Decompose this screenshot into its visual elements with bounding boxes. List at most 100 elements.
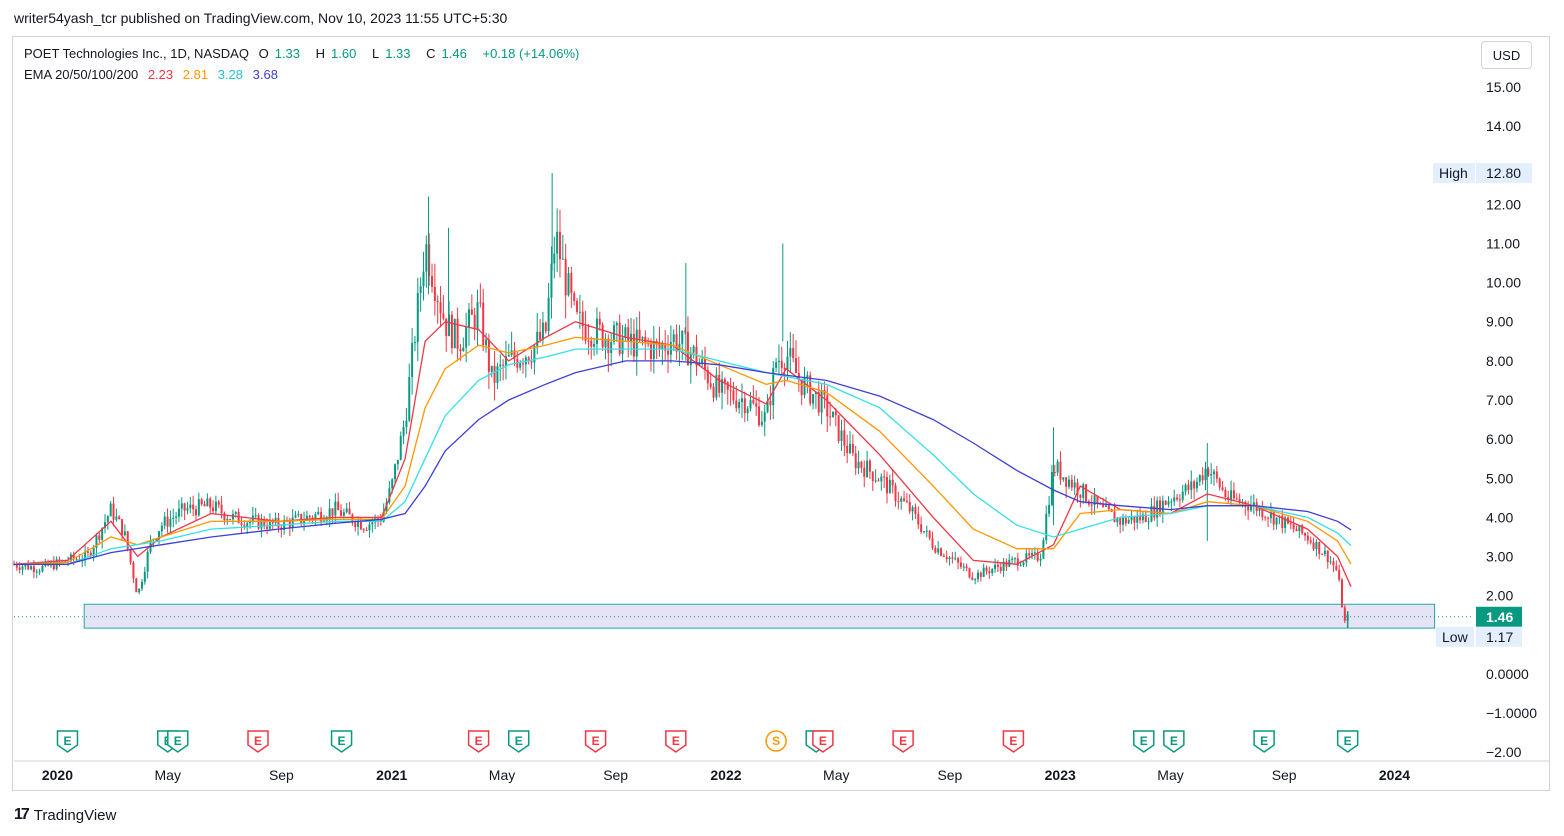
candle-body (837, 415, 840, 442)
candle-body (183, 503, 186, 511)
candle-body (1113, 511, 1116, 523)
candle-body (962, 566, 965, 568)
split-marker-icon (765, 730, 787, 752)
candle-body (1028, 553, 1031, 556)
x-tick-label: Sep (269, 767, 294, 783)
candle-body (729, 389, 732, 391)
candle-body (931, 538, 934, 548)
y-tick-label: 5.00 (1486, 470, 1513, 486)
candle-body (212, 507, 215, 512)
candle-body (675, 334, 678, 352)
candle-body (1178, 499, 1181, 501)
candle-body (593, 344, 596, 347)
candle-body (1184, 484, 1187, 492)
candle-body (32, 566, 35, 573)
candle-body (974, 579, 977, 581)
symbol-name[interactable]: POET Technologies Inc., 1D, NASDAQ (24, 46, 249, 61)
candle-body (547, 297, 550, 332)
candle-body (243, 525, 246, 528)
candle-body (303, 520, 306, 524)
candle-body (701, 358, 704, 364)
chart-frame[interactable] (12, 36, 1550, 791)
candle-body (237, 512, 240, 524)
candle-body (408, 376, 411, 421)
earnings-marker-icon (56, 730, 79, 753)
candle-body (1116, 518, 1119, 523)
candle-body (649, 344, 652, 359)
candle-body (522, 363, 525, 365)
candle-body (903, 498, 906, 501)
candle-body (840, 430, 843, 442)
candle-body (1031, 552, 1034, 556)
candle-body (561, 258, 564, 260)
candle-body (1133, 516, 1136, 523)
candle-body (396, 460, 399, 465)
candle-body (496, 366, 499, 383)
candle-body (996, 564, 999, 567)
candle-body (445, 318, 448, 337)
candle-body (291, 517, 294, 528)
candle-body (695, 346, 698, 366)
earnings-marker-icon (1133, 730, 1155, 753)
candle-body (300, 513, 303, 524)
x-tick-label: 2021 (376, 767, 407, 783)
earnings-marker-icon (665, 730, 687, 753)
candle-body (163, 516, 166, 526)
high-tag-label-bg (1433, 163, 1475, 184)
earnings-marker-icon (1253, 730, 1275, 753)
candle-body (738, 402, 741, 409)
published-line: writer54yash_tcr published on TradingVie… (14, 10, 508, 26)
candle-body (877, 480, 880, 482)
candle-body (268, 519, 271, 529)
candle-body (86, 551, 89, 553)
candle-body (985, 567, 988, 572)
candle-body (937, 548, 940, 553)
candle-body (112, 503, 115, 520)
candle-body (240, 523, 243, 526)
candle-body (527, 357, 530, 362)
candle-body (817, 391, 820, 413)
candle-body (891, 479, 894, 486)
candle-body (1195, 481, 1198, 489)
candle-body (132, 562, 135, 579)
candle-body (433, 286, 436, 301)
candle-body (365, 529, 368, 531)
candle-body (1019, 565, 1022, 567)
candle-body (979, 572, 982, 577)
earnings-marker-letter: E (174, 734, 182, 748)
currency-button[interactable]: USD (1481, 41, 1532, 69)
candle-body (260, 519, 263, 529)
ema-label[interactable]: EMA 20/50/100/200 (24, 67, 139, 82)
candle-body (1033, 552, 1036, 554)
candle-body (905, 500, 908, 502)
earnings-marker-letter: E (672, 734, 680, 748)
candle-body (419, 286, 422, 294)
candle-body (917, 513, 920, 525)
candle-body (982, 567, 985, 577)
candle-body (578, 311, 581, 313)
candle-body (422, 271, 425, 287)
candle-body (1204, 468, 1207, 481)
candle-body (883, 476, 886, 478)
ema50-value: 2.81 (182, 67, 209, 82)
candle-body (1036, 552, 1039, 561)
candle-body (354, 522, 357, 527)
candle-body (1053, 472, 1056, 474)
candle-body (584, 326, 587, 341)
candle-body (263, 519, 266, 527)
candle-body (607, 338, 610, 353)
candle-body (27, 564, 30, 570)
candle-body (1315, 541, 1318, 550)
candle-body (590, 340, 593, 347)
candle-body (308, 515, 311, 518)
candle-body (15, 564, 18, 568)
candle-body (220, 504, 223, 514)
candle-body (109, 503, 112, 517)
candle-body (655, 341, 658, 343)
candle-body (1016, 558, 1019, 566)
candle-body (413, 342, 416, 344)
candle-body (436, 300, 439, 303)
candle-body (21, 566, 24, 570)
candle-body (411, 343, 414, 377)
candle-body (1190, 481, 1193, 490)
